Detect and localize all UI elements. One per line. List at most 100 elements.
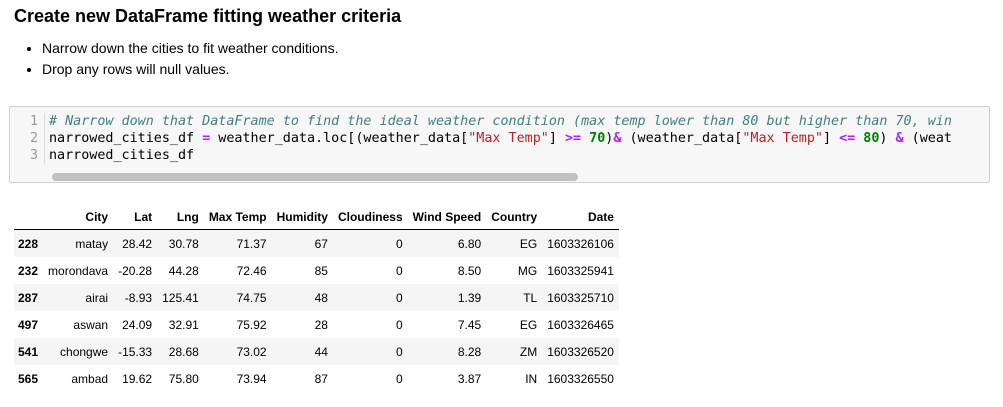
code-statement: narrowed_cities_df xyxy=(49,148,195,163)
cell-city: matay xyxy=(75,236,109,251)
code-cell-editor[interactable]: 1 # Narrow down that DataFrame to find t… xyxy=(9,106,990,183)
cell-max-temp: 71.37 xyxy=(236,236,267,251)
column-header-humidity: Humidity xyxy=(271,205,333,230)
column-header-lat: Lat xyxy=(113,205,158,230)
row-index: 287 xyxy=(18,290,39,305)
horizontal-scrollbar[interactable] xyxy=(52,173,578,181)
code-line: 2 narrowed_cities_df = weather_data.loc[… xyxy=(10,130,989,147)
cell-lng: 75.80 xyxy=(168,371,199,386)
cell-humidity: 67 xyxy=(314,236,328,251)
cell-city: chongwe xyxy=(60,344,109,359)
bullet-item: Drop any rows will null values. xyxy=(42,59,338,80)
column-header-index xyxy=(14,205,44,230)
table-row: 232 morondava -20.28 44.28 72.46 85 0 8.… xyxy=(14,257,619,284)
code-operator: <= xyxy=(839,131,856,146)
cell-country: EG xyxy=(519,317,538,332)
code-token: ) xyxy=(605,131,614,146)
cell-humidity: 85 xyxy=(314,263,328,278)
column-header-max-temp: Max Temp xyxy=(203,205,272,230)
code-token: narrowed_cities_df xyxy=(49,131,203,146)
cell-country: TL xyxy=(523,290,538,305)
code-string: "Max Temp" xyxy=(742,131,823,146)
column-header-cloudiness: Cloudiness xyxy=(332,205,408,230)
cell-date: 1603325710 xyxy=(547,290,614,305)
cell-cloudiness: 0 xyxy=(395,290,403,305)
table-row: 287 airai -8.93 125.41 74.75 48 0 1.39 T… xyxy=(14,284,619,311)
cell-date: 1603326465 xyxy=(547,317,614,332)
cell-lat: -15.33 xyxy=(118,344,153,359)
code-token: weather_data.loc[(weather_data[ xyxy=(210,131,469,146)
cell-humidity: 44 xyxy=(314,344,328,359)
row-index: 541 xyxy=(18,344,39,359)
cell-wind-speed: 8.28 xyxy=(457,344,482,359)
cell-max-temp: 72.46 xyxy=(236,263,267,278)
code-operator: >= xyxy=(564,131,582,146)
code-line: 1 # Narrow down that DataFrame to find t… xyxy=(10,113,989,130)
row-index: 497 xyxy=(18,317,39,332)
gutter-divider xyxy=(44,147,45,164)
cell-date: 1603326106 xyxy=(547,236,614,251)
cell-country: IN xyxy=(525,371,538,386)
code-token: (weather_data[ xyxy=(621,131,743,146)
cell-wind-speed: 7.45 xyxy=(457,317,482,332)
line-number: 1 xyxy=(29,114,38,129)
code-lines: 1 # Narrow down that DataFrame to find t… xyxy=(10,113,989,164)
row-index: 228 xyxy=(18,236,39,251)
cell-wind-speed: 8.50 xyxy=(457,263,482,278)
cell-date: 1603326520 xyxy=(547,344,614,359)
section-title: Create new DataFrame fitting weather cri… xyxy=(14,6,402,26)
cell-lat: 28.42 xyxy=(122,236,153,251)
cell-lat: -20.28 xyxy=(118,263,153,278)
row-index: 565 xyxy=(18,371,39,386)
cell-city: ambad xyxy=(71,371,109,386)
cell-humidity: 48 xyxy=(314,290,328,305)
code-statement: narrowed_cities_df = weather_data.loc[(w… xyxy=(49,130,952,147)
column-header-wind-speed: Wind Speed xyxy=(407,205,487,230)
code-token: (weat xyxy=(903,131,952,146)
row-index: 232 xyxy=(18,263,39,278)
table-header-row: City Lat Lng Max Temp Humidity Cloudines… xyxy=(14,205,619,230)
cell-date: 1603326550 xyxy=(547,371,614,386)
cell-lng: 44.28 xyxy=(168,263,199,278)
code-number: 80 xyxy=(863,131,880,146)
cell-cloudiness: 0 xyxy=(395,263,403,278)
table-row: 497 aswan 24.09 32.91 75.92 28 0 7.45 EG… xyxy=(14,311,619,338)
cell-lat: -8.93 xyxy=(124,290,153,305)
code-number: 70 xyxy=(589,131,606,146)
dataframe-table: City Lat Lng Max Temp Humidity Cloudines… xyxy=(14,205,619,392)
column-header-city: City xyxy=(43,205,114,230)
code-token: ) xyxy=(879,131,896,146)
table-row: 228 matay 28.42 30.78 71.37 67 0 6.80 EG… xyxy=(14,229,619,257)
cell-date: 1603325941 xyxy=(547,263,614,278)
code-token: ] xyxy=(822,131,840,146)
cell-lng: 30.78 xyxy=(168,236,199,251)
code-line: 3 narrowed_cities_df xyxy=(10,147,989,164)
code-operator: & xyxy=(895,131,904,146)
cell-country: ZM xyxy=(519,344,538,359)
cell-max-temp: 73.94 xyxy=(236,371,267,386)
cell-lng: 32.91 xyxy=(168,317,199,332)
cell-lat: 19.62 xyxy=(122,371,153,386)
cell-cloudiness: 0 xyxy=(395,317,403,332)
cell-country: MG xyxy=(517,263,538,278)
cell-lng: 125.41 xyxy=(162,290,199,305)
cell-lng: 28.68 xyxy=(168,344,199,359)
cell-city: airai xyxy=(85,290,109,305)
column-header-country: Country xyxy=(486,205,543,230)
cell-humidity: 28 xyxy=(314,317,328,332)
code-token xyxy=(581,131,589,146)
code-token: ] xyxy=(548,131,565,146)
code-operator: = xyxy=(202,131,211,146)
cell-cloudiness: 0 xyxy=(395,236,403,251)
cell-lat: 24.09 xyxy=(122,317,153,332)
column-header-lng: Lng xyxy=(157,205,204,230)
cell-city: morondava xyxy=(48,263,109,278)
cell-max-temp: 74.75 xyxy=(236,290,267,305)
cell-country: EG xyxy=(519,236,538,251)
cell-wind-speed: 1.39 xyxy=(457,290,482,305)
cell-wind-speed: 6.80 xyxy=(457,236,482,251)
line-number: 3 xyxy=(29,148,38,163)
cell-cloudiness: 0 xyxy=(395,371,403,386)
cell-wind-speed: 3.87 xyxy=(457,371,482,386)
column-header-date: Date xyxy=(542,205,619,230)
